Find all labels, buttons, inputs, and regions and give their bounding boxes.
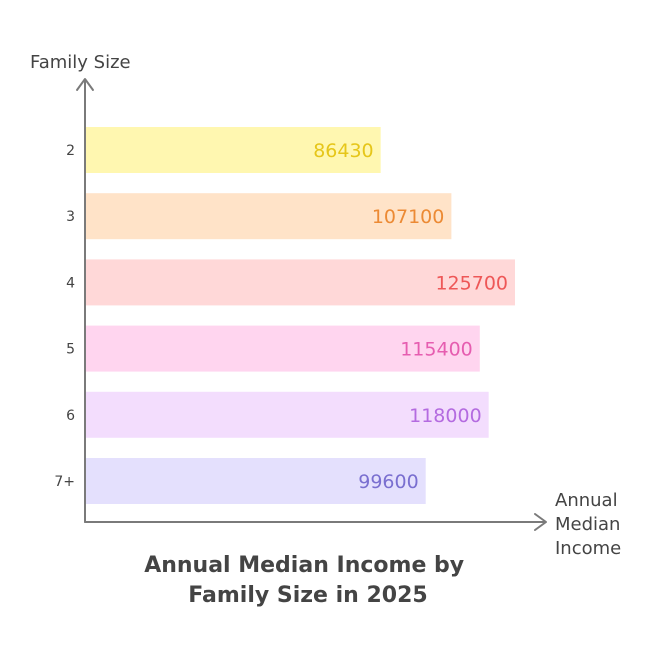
bar-3: [85, 193, 452, 240]
bar-6: [85, 391, 489, 438]
y-axis-arrow: [76, 78, 94, 91]
x-axis-label-line: Median: [555, 514, 620, 535]
y-axis-label: Family Size: [30, 52, 131, 73]
x-axis-label-line: Income: [555, 538, 621, 559]
value-label: 115400: [400, 339, 473, 361]
value-label: 86430: [313, 140, 373, 162]
bar-4: [85, 259, 515, 306]
bar-5: [85, 325, 480, 372]
chart-title: Annual Median Income by Family Size in 2…: [144, 553, 472, 608]
value-label: 99600: [358, 471, 418, 493]
x-axis-label: Annual Median Income: [555, 490, 626, 559]
bars-layer: [85, 127, 515, 504]
value-label: 125700: [435, 272, 508, 294]
tick-labels: 2 3 4 5 6 7+: [54, 143, 75, 490]
y-tick-label: 7+: [54, 474, 75, 490]
y-tick-label: 4: [66, 275, 75, 291]
x-axis-arrow: [534, 513, 547, 531]
y-tick-label: 3: [66, 209, 75, 225]
value-labels: 86430 107100 125700 115400 118000 99600: [313, 140, 508, 493]
bar-2: [85, 127, 381, 173]
axes-layer: [76, 78, 547, 531]
y-tick-label: 2: [66, 143, 75, 159]
y-tick-label: 6: [66, 408, 75, 424]
x-axis-label-line: Annual: [555, 490, 618, 511]
value-label: 118000: [409, 405, 482, 427]
y-tick-label: 5: [66, 342, 75, 358]
chart-title-line: Family Size in 2025: [188, 583, 427, 608]
chart-title-line: Annual Median Income by: [144, 553, 464, 578]
bar-7plus: [85, 458, 426, 504]
value-label: 107100: [372, 206, 445, 228]
